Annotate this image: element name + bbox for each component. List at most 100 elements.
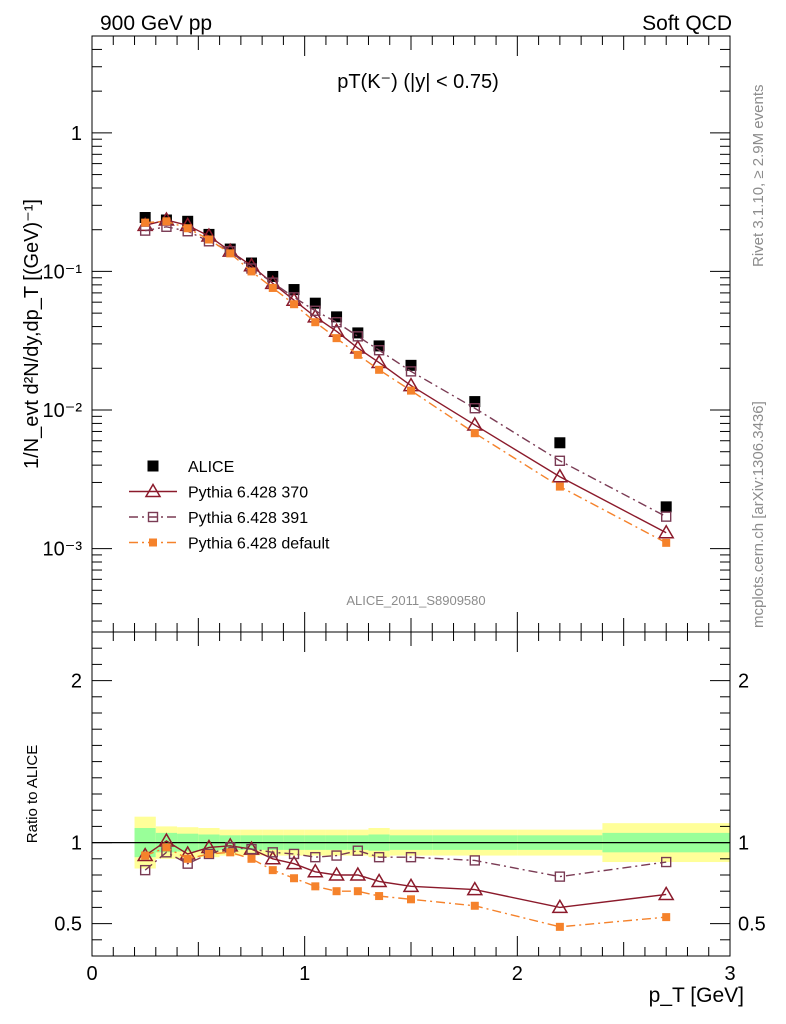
data-point-pythia-6-428-default (268, 283, 277, 292)
ratio-point-pythia-6-428-default (375, 892, 384, 901)
ratio-panel: 0.5 0.5 1 1 2 2 0 1 2 3 Ratio to ALICE p_T [GeV] (24, 631, 766, 1007)
data-point-pythia-6-428-default (311, 318, 320, 327)
data-point-pythia-6-428-default (375, 365, 384, 374)
data-point-pythia-6-428-default (183, 224, 192, 233)
data-point-pythia-6-428-391 (554, 455, 566, 466)
ratio-point-pythia-6-428-391 (288, 848, 300, 860)
x-tick-label: 1 (299, 963, 310, 985)
main-panel: 10⁻³ 10⁻² 10⁻¹ 1 pT(K⁻) (|y| < 0.75) ALICE_… (21, 35, 731, 633)
data-point-pythia-6-428-391 (310, 305, 321, 316)
data-point-pythia-6-428-370 (551, 468, 569, 483)
ratio-point-pythia-6-428-391 (405, 851, 417, 863)
ratio-line-pythia-6-428-default (144, 846, 667, 928)
header-left: 900 GeV pp (100, 12, 212, 35)
main-title: pT(K⁻) (|y| < 0.75) (337, 71, 499, 93)
ratio-point-pythia-6-428-370 (306, 863, 324, 878)
y-tick-label: 10⁻² (43, 400, 83, 422)
data-point-alice (288, 284, 300, 296)
ratio-point-pythia-6-428-default (662, 913, 671, 922)
ratio-point-pythia-6-428-370 (466, 881, 484, 896)
data-point-pythia-6-428-391 (352, 331, 364, 342)
ratio-point-pythia-6-428-default (353, 887, 362, 896)
ratio-point-pythia-6-428-391 (554, 871, 566, 882)
y-tick-label: 1 (71, 123, 82, 145)
ratio-point-pythia-6-428-default (183, 854, 192, 863)
ratio-point-pythia-6-428-default (311, 882, 320, 891)
ratio-point-pythia-6-428-391 (203, 848, 215, 860)
mcplots-reference-text: mcplots.cern.ch [arXiv:1306.3436] (750, 401, 767, 628)
legend: ALICE Pythia 6.428 370 Pythia 6.428 391 Pyt… (129, 459, 330, 553)
ratio-point-pythia-6-428-391 (661, 856, 672, 868)
data-point-pythia-6-428-391 (405, 366, 417, 377)
series-line-pythia-6-428-391 (145, 226, 667, 518)
ratio-point-pythia-6-428-370 (370, 872, 388, 888)
ratio-point-pythia-6-428-391 (139, 864, 151, 876)
data-point-alice (469, 396, 481, 408)
data-point-pythia-6-428-default (662, 538, 671, 547)
legend-marker-pythia-6-428-391 (147, 511, 159, 523)
ratio-y-axis-label: Ratio to ALICE (24, 745, 41, 843)
ratio-y-tick-label: 2 (71, 671, 82, 693)
ratio-point-pythia-6-428-370 (551, 898, 569, 914)
ratio-line-pythia-6-428-391 (144, 846, 667, 878)
ratio-y-tick-label-right: 2 (738, 671, 749, 693)
x-tick-label: 3 (724, 963, 735, 985)
legend-label-pythia-6-428-370: Pythia 6.428 370 (188, 485, 308, 502)
ratio-point-pythia-6-428-default (332, 887, 341, 896)
ratio-point-pythia-6-428-370 (349, 866, 367, 881)
header-right: Soft QCD (642, 12, 732, 35)
legend-marker-pythia-6-428-370 (144, 483, 162, 498)
legend-marker-pythia-6-428-default (149, 538, 157, 547)
legend-label-alice: ALICE (188, 459, 234, 476)
ratio-point-pythia-6-428-default (268, 866, 277, 875)
data-point-alice (660, 501, 672, 513)
data-point-pythia-6-428-default (353, 350, 362, 359)
ratio-point-pythia-6-428-default (290, 874, 299, 883)
ratio-y-tick-label-right: 0.5 (738, 914, 766, 936)
data-point-pythia-6-428-391 (469, 403, 480, 414)
data-point-pythia-6-428-default (141, 218, 150, 227)
ratio-line-pythia-6-428-370 (144, 840, 667, 909)
data-point-pythia-6-428-default (470, 429, 479, 438)
y-tick-label: 10⁻³ (43, 539, 83, 561)
ratio-point-pythia-6-428-370 (285, 855, 303, 870)
data-point-alice (309, 297, 321, 309)
data-point-pythia-6-428-default (204, 235, 213, 244)
ratio-point-pythia-6-428-391 (469, 855, 480, 866)
data-point-pythia-6-428-391 (331, 317, 342, 328)
data-point-alice (554, 437, 566, 449)
data-point-pythia-6-428-default (226, 249, 235, 258)
ratio-point-pythia-6-428-default (247, 854, 256, 863)
analysis-watermark: ALICE_2011_S8909580 (346, 593, 485, 608)
data-point-pythia-6-428-391 (373, 345, 385, 356)
data-point-pythia-6-428-default (290, 300, 299, 309)
rivet-version-text: Rivet 3.1.10, ≥ 2.9M events (750, 85, 767, 268)
data-point-pythia-6-428-default (247, 267, 256, 276)
data-point-alice (182, 215, 194, 227)
data-point-alice (224, 243, 236, 255)
legend-marker-alice (147, 460, 159, 472)
ratio-point-pythia-6-428-default (470, 901, 479, 910)
ratio-y-tick-label: 0.5 (54, 914, 82, 936)
legend-label-pythia-6-428-default: Pythia 6.428 default (188, 536, 330, 553)
data-point-alice (246, 257, 257, 269)
data-point-pythia-6-428-default (332, 334, 341, 343)
ratio-point-pythia-6-428-default (555, 922, 564, 931)
y-tick-label: 10⁻¹ (43, 261, 83, 283)
ratio-point-pythia-6-428-370 (657, 885, 675, 901)
ratio-point-pythia-6-428-default (162, 843, 171, 852)
ratio-point-pythia-6-428-391 (352, 845, 364, 856)
data-point-pythia-6-428-391 (661, 511, 672, 522)
data-point-pythia-6-428-default (407, 386, 415, 395)
x-axis-label: p_T [GeV] (649, 984, 744, 1007)
data-point-alice (203, 228, 215, 240)
ratio-point-pythia-6-428-391 (310, 851, 321, 863)
x-tick-label: 0 (86, 963, 97, 985)
x-tick-label: 2 (512, 963, 523, 985)
ratio-point-pythia-6-428-default (141, 851, 150, 860)
ratio-point-pythia-6-428-default (407, 895, 415, 904)
main-y-axis-label: 1/N_evt d²N/dy,dp_T [(GeV)⁻¹] (21, 199, 43, 469)
data-point-pythia-6-428-370 (657, 524, 675, 539)
ratio-point-pythia-6-428-default (226, 848, 235, 857)
